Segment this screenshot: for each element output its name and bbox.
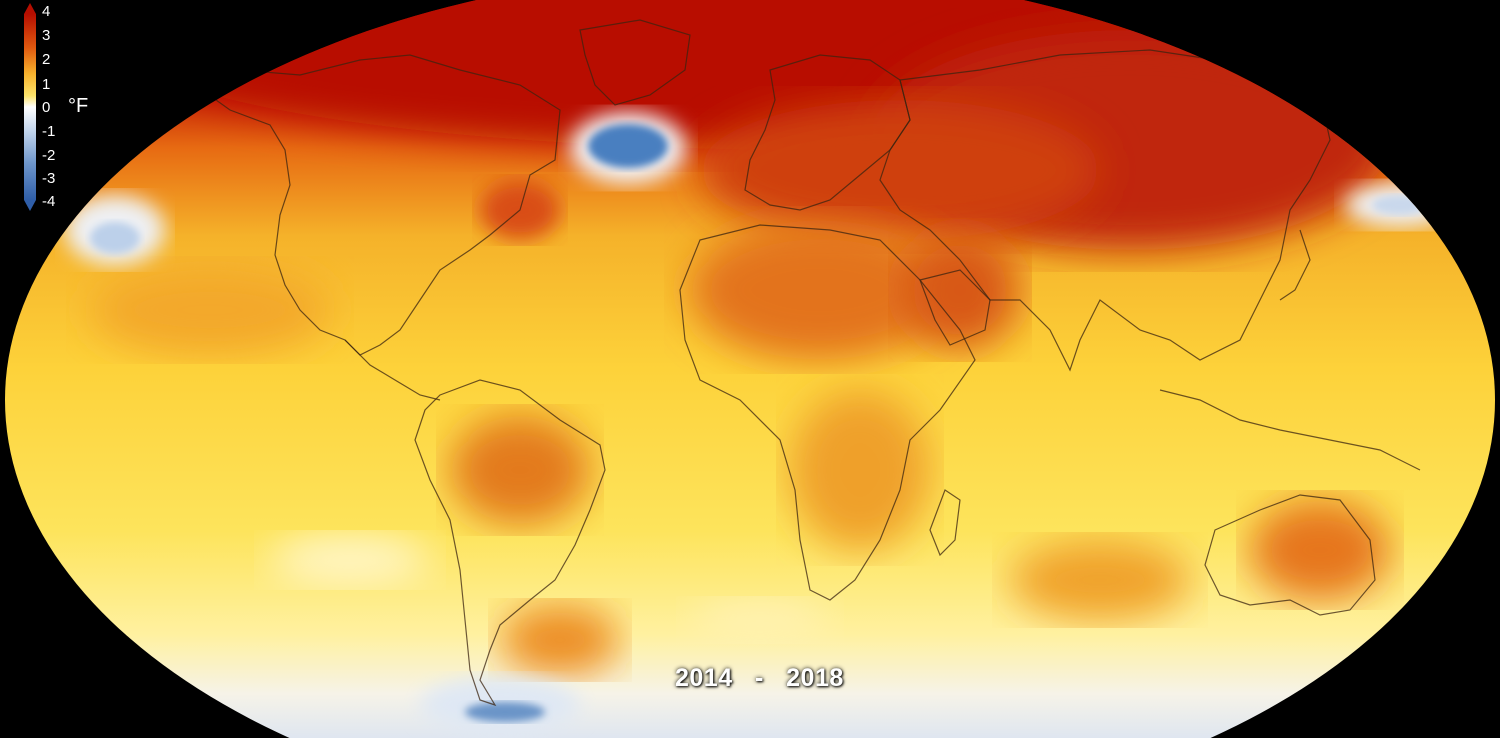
colorbar-bar: [24, 3, 36, 211]
europe-outline: [744, 54, 911, 211]
north-america-outline: [193, 54, 561, 356]
madagascar-outline: [929, 489, 961, 557]
colorbar-tick-minus2: -2: [42, 147, 56, 164]
colorbar-tick-0: 0: [42, 99, 51, 116]
colorbar-tick-minus3: -3: [42, 170, 56, 187]
south-america-outline: [414, 379, 606, 707]
colorbar-tick-3: 3: [42, 27, 51, 44]
colorbar-tick-4: 4: [42, 3, 51, 20]
arabia-outline: [919, 269, 991, 346]
colorbar-tick-2: 2: [42, 51, 51, 68]
africa-outline: [679, 224, 976, 601]
colorbar-tick-1: 1: [42, 76, 51, 93]
period-separator: -: [754, 664, 764, 692]
period-label: 2014 - 2018: [675, 664, 844, 693]
southeast-asia-islands-outline: [1159, 389, 1421, 471]
colorbar-legend: 4 3 2 1 0 -1 -2 -3 -4 °F: [0, 0, 110, 220]
colorbar-tick-minus4: -4: [42, 193, 56, 210]
japan-outline: [1279, 229, 1311, 301]
australia-outline: [1204, 494, 1376, 616]
period-end: 2018: [786, 664, 844, 692]
greenland-outline: [579, 19, 691, 106]
colorbar-unit: °F: [68, 95, 89, 117]
new-zealand-outline: [1384, 609, 1441, 666]
colorbar-tick-minus1: -1: [42, 123, 56, 140]
central-america-outline: [344, 339, 441, 401]
period-start: 2014: [675, 664, 733, 692]
